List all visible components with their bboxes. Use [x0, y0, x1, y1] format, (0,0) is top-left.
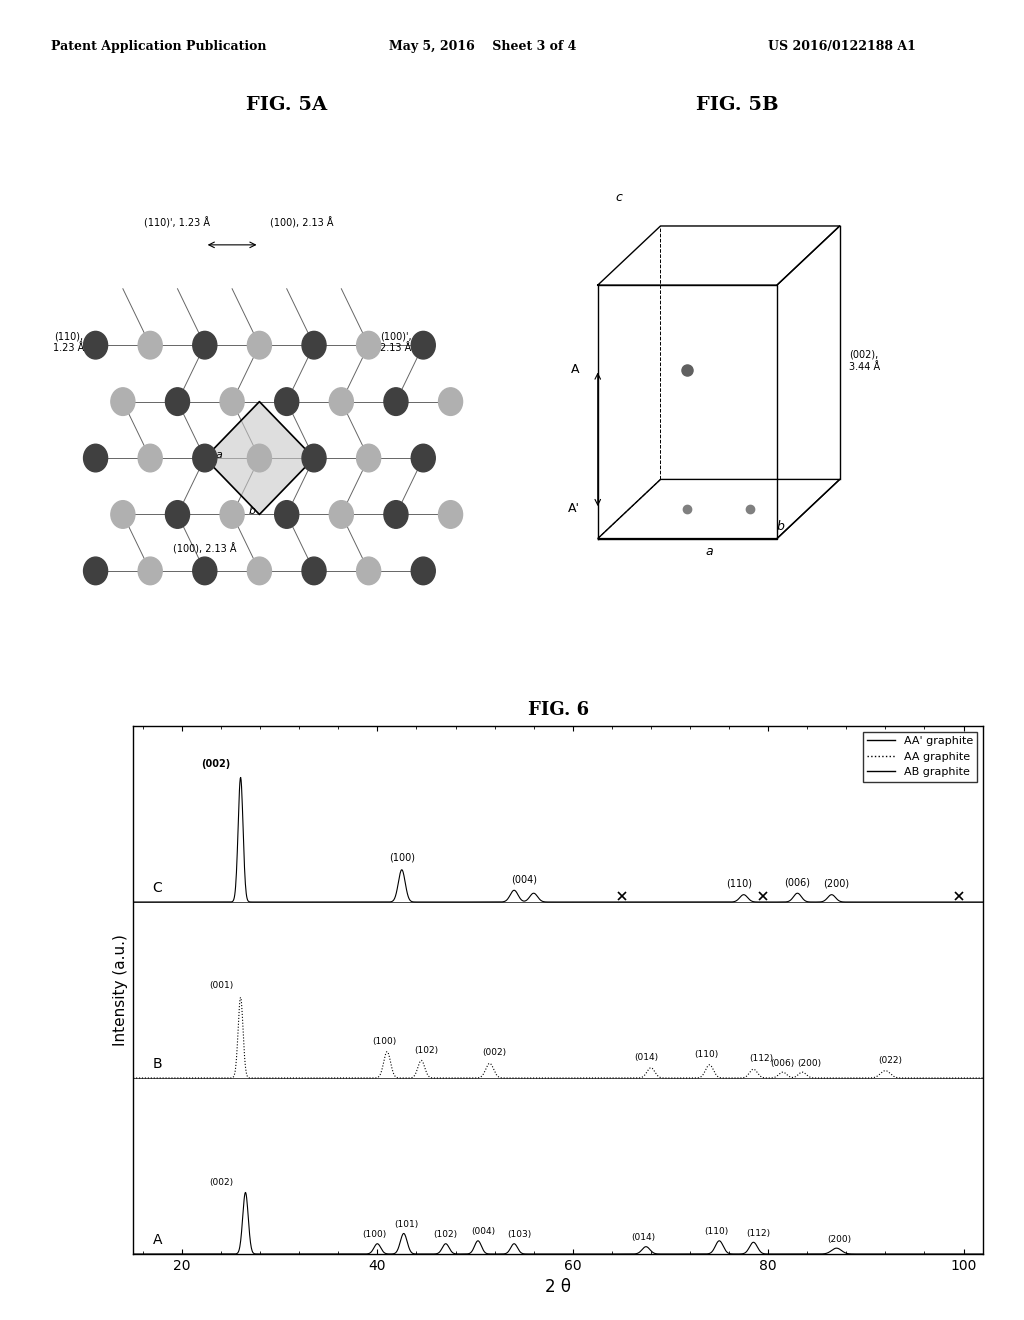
Circle shape	[384, 388, 408, 416]
Text: (006): (006)	[784, 878, 810, 887]
Circle shape	[193, 445, 217, 471]
Y-axis label: Intensity (a.u.): Intensity (a.u.)	[113, 935, 128, 1045]
Text: (200): (200)	[827, 1234, 852, 1243]
Circle shape	[302, 331, 326, 359]
Text: (002): (002)	[202, 759, 230, 768]
Text: (014): (014)	[634, 1053, 658, 1061]
Circle shape	[274, 388, 299, 416]
Text: a: a	[706, 545, 713, 558]
Circle shape	[166, 500, 189, 528]
Text: (004): (004)	[511, 874, 537, 884]
Text: Patent Application Publication: Patent Application Publication	[51, 40, 266, 53]
Text: (100)',
2.13 Å: (100)', 2.13 Å	[380, 331, 412, 354]
Text: (102): (102)	[414, 1045, 438, 1055]
Text: (002),
3.44 Å: (002), 3.44 Å	[849, 350, 880, 372]
Circle shape	[138, 557, 162, 585]
Text: (103): (103)	[507, 1230, 531, 1239]
Circle shape	[302, 557, 326, 585]
Circle shape	[193, 557, 217, 585]
Circle shape	[356, 445, 381, 471]
Text: B: B	[153, 1057, 162, 1071]
Text: (110),
1.23 Å: (110), 1.23 Å	[52, 331, 84, 354]
Text: FIG. 5A: FIG. 5A	[246, 96, 328, 114]
Circle shape	[412, 331, 435, 359]
Circle shape	[111, 388, 135, 416]
Text: (112): (112)	[750, 1055, 773, 1064]
Text: (110)', 1.23 Å: (110)', 1.23 Å	[144, 216, 211, 228]
Text: b: b	[777, 520, 784, 533]
Circle shape	[138, 331, 162, 359]
Text: b: b	[249, 507, 256, 516]
Title: FIG. 6: FIG. 6	[527, 701, 589, 719]
Polygon shape	[205, 401, 314, 515]
Text: (002): (002)	[209, 1177, 233, 1187]
Text: (006): (006)	[771, 1059, 795, 1068]
Circle shape	[248, 445, 271, 471]
Circle shape	[248, 331, 271, 359]
Circle shape	[356, 331, 381, 359]
Text: c: c	[615, 190, 623, 203]
Circle shape	[138, 445, 162, 471]
Text: (002): (002)	[482, 1048, 507, 1057]
Circle shape	[111, 500, 135, 528]
Text: (100), 2.13 Å: (100), 2.13 Å	[270, 216, 334, 228]
Text: (110): (110)	[705, 1228, 728, 1237]
Circle shape	[438, 500, 463, 528]
Text: (110): (110)	[726, 879, 752, 888]
Circle shape	[356, 557, 381, 585]
Text: (101): (101)	[394, 1220, 419, 1229]
Circle shape	[302, 445, 326, 471]
Circle shape	[330, 500, 353, 528]
Text: (200): (200)	[797, 1059, 821, 1068]
Text: (014): (014)	[631, 1233, 655, 1242]
Polygon shape	[598, 479, 840, 539]
Circle shape	[330, 388, 353, 416]
Legend: AA' graphite, AA graphite, AB graphite: AA' graphite, AA graphite, AB graphite	[862, 731, 978, 781]
Text: (022): (022)	[879, 1056, 902, 1065]
Circle shape	[193, 331, 217, 359]
Text: A: A	[153, 1233, 162, 1246]
Text: (100): (100)	[362, 1230, 386, 1239]
Circle shape	[166, 388, 189, 416]
Circle shape	[84, 557, 108, 585]
X-axis label: 2 θ: 2 θ	[545, 1278, 571, 1296]
Text: (004): (004)	[471, 1228, 495, 1237]
Text: May 5, 2016    Sheet 3 of 4: May 5, 2016 Sheet 3 of 4	[389, 40, 577, 53]
Circle shape	[84, 445, 108, 471]
Circle shape	[248, 557, 271, 585]
Text: (100): (100)	[372, 1036, 396, 1045]
Circle shape	[220, 500, 244, 528]
Text: US 2016/0122188 A1: US 2016/0122188 A1	[768, 40, 915, 53]
Text: (200): (200)	[823, 879, 850, 888]
Circle shape	[412, 445, 435, 471]
Text: A': A'	[568, 503, 580, 516]
Circle shape	[274, 500, 299, 528]
Text: (100), 2.13 Å: (100), 2.13 Å	[173, 543, 237, 554]
Circle shape	[412, 557, 435, 585]
Text: FIG. 5B: FIG. 5B	[696, 96, 778, 114]
Circle shape	[384, 500, 408, 528]
Text: A: A	[571, 363, 580, 376]
Circle shape	[438, 388, 463, 416]
Text: C: C	[153, 880, 163, 895]
Text: (102): (102)	[434, 1230, 458, 1239]
Text: (112): (112)	[746, 1229, 770, 1238]
Text: (110): (110)	[694, 1049, 719, 1059]
Circle shape	[220, 388, 244, 416]
Text: (001): (001)	[209, 981, 233, 990]
Circle shape	[84, 331, 108, 359]
Text: (100): (100)	[389, 853, 415, 862]
Text: a: a	[216, 450, 222, 461]
